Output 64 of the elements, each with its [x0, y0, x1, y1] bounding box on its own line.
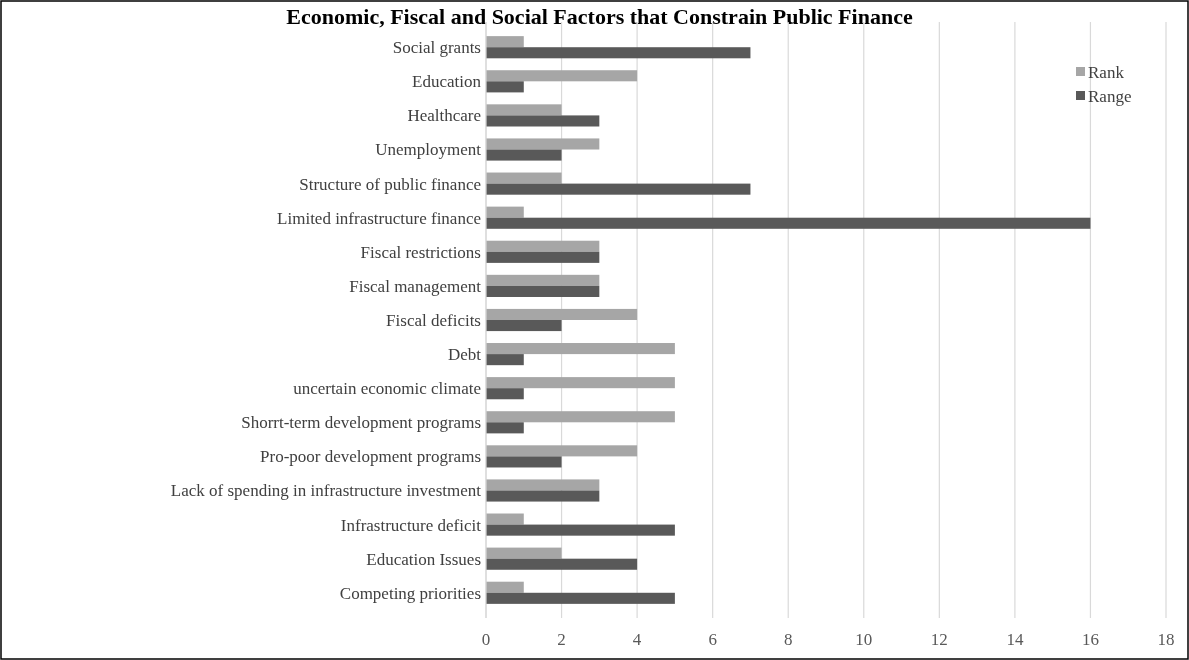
bar — [486, 320, 562, 332]
y-tick-label: Infrastructure deficit — [340, 515, 482, 535]
x-tick-label: 10 — [855, 630, 873, 649]
bar — [486, 240, 600, 252]
bar — [486, 592, 675, 604]
bar — [486, 70, 638, 82]
y-tick-label: Fiscal restrictions — [360, 242, 481, 262]
bar — [486, 149, 562, 161]
y-tick-label: Healthcare — [407, 106, 481, 126]
bar — [486, 172, 562, 184]
y-tick-label: Structure of public finance — [299, 174, 481, 194]
y-tick-label: Education Issues — [366, 549, 481, 569]
y-tick-label: Debt — [447, 345, 482, 365]
bar — [486, 251, 600, 263]
bar — [486, 81, 524, 93]
y-tick-label: Competing priorities — [339, 583, 481, 603]
x-tick-label: 2 — [557, 630, 566, 649]
y-tick-label: Fiscal management — [349, 276, 482, 296]
bar — [486, 285, 600, 297]
bar — [486, 104, 562, 116]
y-tick-label: Limited infrastructure finance — [277, 208, 481, 228]
bar — [486, 206, 524, 218]
x-tick-label: 18 — [1157, 630, 1175, 649]
x-tick-label: 8 — [783, 630, 793, 649]
bar — [486, 524, 675, 536]
bar — [486, 479, 600, 491]
bar — [486, 490, 600, 502]
bar — [486, 343, 675, 355]
y-tick-label: Social grants — [392, 38, 481, 58]
chart-title: Economic, Fiscal and Social Factors that Constrain Public Finance — [286, 4, 913, 29]
bar — [486, 456, 562, 468]
bar — [486, 422, 524, 434]
x-tick-label: 16 — [1081, 630, 1099, 649]
bar — [486, 274, 600, 286]
x-tick-label: 12 — [930, 630, 948, 649]
x-tick-label: 6 — [708, 630, 717, 649]
legend-label: Rank — [1088, 62, 1125, 82]
y-tick-label: Unemployment — [375, 140, 482, 160]
bar — [486, 513, 524, 525]
bar — [486, 115, 600, 127]
y-tick-label: Pro-poor development programs — [260, 447, 481, 467]
bar — [486, 445, 638, 457]
bar — [486, 558, 638, 570]
x-tick-label: 0 — [481, 630, 491, 649]
y-tick-label: uncertain economic climate — [293, 379, 481, 399]
bar — [486, 388, 524, 400]
y-tick-label: Lack of spending in infrastructure investment — [170, 481, 482, 501]
bar — [486, 36, 524, 48]
bar — [486, 47, 751, 59]
bar — [486, 217, 1091, 229]
bar — [486, 581, 524, 593]
bar — [486, 183, 751, 195]
bar — [486, 411, 675, 423]
bar — [486, 308, 638, 320]
x-tick-label: 14 — [1006, 630, 1024, 649]
y-tick-label: Fiscal deficits — [386, 310, 481, 330]
x-tick-label: 4 — [632, 630, 642, 649]
bar — [486, 547, 562, 559]
y-tick-label: Education — [412, 72, 482, 92]
bar — [486, 377, 675, 389]
bar — [486, 138, 600, 150]
legend-label: Range — [1088, 86, 1132, 106]
bar — [486, 354, 524, 366]
y-tick-label: Shorrt-term development programs — [241, 413, 481, 433]
